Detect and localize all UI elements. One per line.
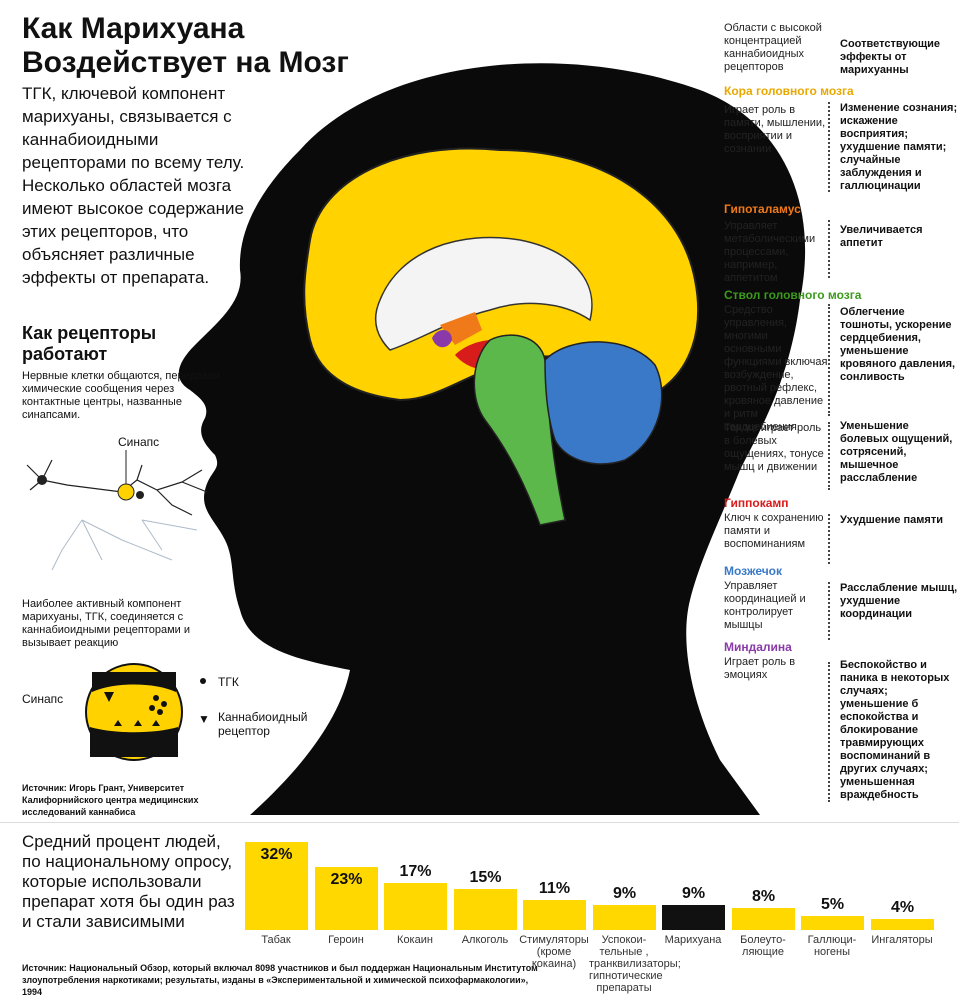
synapse-diagram xyxy=(85,663,183,761)
brain-inner-white xyxy=(374,236,593,351)
cerebellum xyxy=(544,341,663,465)
chart-value-label: 5% xyxy=(820,896,845,913)
chart-value-label: 8% xyxy=(751,888,776,905)
legend-receptor-label: Каннабиоидный рецептор xyxy=(218,710,308,738)
chart-value-label: 11% xyxy=(538,880,571,897)
chart-category-label: Героин xyxy=(328,934,364,946)
region-role: Играет роль в памяти, мышлении, восприят… xyxy=(724,104,826,155)
region-name: Ствол головного мозга xyxy=(724,288,862,302)
region-role: Средство управления, многими основными ф… xyxy=(724,304,828,433)
chart-category-label: Галлюци-ногены xyxy=(807,934,857,958)
chart-bar xyxy=(662,905,725,930)
col-left-header: Области с высокой концентрацией каннабио… xyxy=(724,22,822,73)
neuron-illustration xyxy=(26,450,208,571)
chart-bar xyxy=(732,908,795,930)
region-name: Гипоталамус xyxy=(724,202,801,216)
bottom-section: Средний процент людей, по национальному … xyxy=(0,822,959,997)
receptors-title: Как рецепторы работают xyxy=(22,323,157,364)
chart-bar xyxy=(523,900,586,930)
region-role: Играет роль в эмоциях xyxy=(724,656,796,681)
region-effect-2: Уменьшение болевых ощущений, сотрясений,… xyxy=(840,420,953,484)
bottom-text: Средний процент людей, по национальному … xyxy=(22,832,235,931)
region-role-2: Так же играет роль в болевых ощущениях, … xyxy=(724,422,824,473)
region-role: Управляет координацией и контролирует мы… xyxy=(724,580,806,631)
chart-category-label: Ингаляторы xyxy=(871,934,933,946)
chart-category-labels: Табак Героин Кокаин Алкоголь Стимуляторы (кро… xyxy=(245,934,959,994)
chart-category-label: Марихуана xyxy=(664,934,722,946)
region-effect: Расслабление мышц, ухудшение координации xyxy=(840,582,958,620)
dependence-bar-chart: 32% 23% 17% 15% 11% 9% 9% 8% 5% 4% xyxy=(245,822,945,930)
chart-bar xyxy=(871,919,934,930)
chart-category-label: Стимуляторы (кроме кокаина) xyxy=(519,934,589,970)
active-text: Наиболее активный компонент марихуаны, Т… xyxy=(22,598,190,649)
right-panel: Области с высокой концентрацией каннабио… xyxy=(724,22,959,812)
receptor-icon: ▼ xyxy=(198,712,210,726)
thc-dot-icon xyxy=(198,676,208,686)
synapse-label: Синапс xyxy=(118,435,160,449)
brainstem xyxy=(473,334,566,526)
chart-value-label: 32% xyxy=(260,846,293,863)
chart-category-label: Кокаин xyxy=(397,934,433,946)
chart-category-label: Успокои-тельные , транквилизаторы; гипноти… xyxy=(589,934,681,994)
chart-value-label: 15% xyxy=(469,869,502,886)
region-effect: Облегчение тошноты, ускорение сердцебиен… xyxy=(840,306,956,383)
chart-category-label: Болеуто-ляющие xyxy=(740,934,786,958)
intro-text: ТГК, ключевой компонент марихуаны, связы… xyxy=(22,84,245,287)
chart-bar xyxy=(801,916,864,930)
chart-value-label: 17% xyxy=(399,863,432,880)
chart-value-label: 9% xyxy=(612,885,637,902)
head-silhouette-illustration xyxy=(178,63,806,815)
region-name: Гиппокамп xyxy=(724,496,789,510)
region-name: Миндалина xyxy=(724,640,792,654)
neuron-body-icon xyxy=(37,475,47,485)
legend-thc-label: ТГК xyxy=(218,675,239,689)
chart-category-label: Табак xyxy=(261,934,291,946)
bottom-source: Источник: Национальный Обзор, который вк… xyxy=(22,963,538,997)
chart-value-label: 23% xyxy=(330,871,363,888)
source-top: Источник: Игорь Грант, Университет Калиф… xyxy=(22,783,199,817)
region-effect: Изменение сознания; искажение восприятия… xyxy=(840,102,958,192)
region-name: Кора головного мозга xyxy=(724,84,854,98)
region-role: Управляет метаболическими процессами, на… xyxy=(724,220,816,284)
chart-bar xyxy=(593,905,656,930)
region-name: Мозжечок xyxy=(724,564,783,578)
synapse-icon xyxy=(117,483,135,501)
page-title: Как Марихуана Воздействует на Мозг xyxy=(22,12,349,79)
region-effect: Беспокойство и паника в некоторых случая… xyxy=(840,659,950,801)
chart-bar xyxy=(245,842,308,930)
region-effect: Увеличивается аппетит xyxy=(840,224,923,249)
region-effect: Ухудшение памяти xyxy=(840,514,943,526)
chart-bar xyxy=(315,867,378,930)
chart-bar xyxy=(454,889,517,930)
region-role: Ключ к сохранению памяти и воспоминаниям xyxy=(724,512,824,550)
chart-bar xyxy=(384,883,447,930)
chart-value-label: 9% xyxy=(681,885,706,902)
amygdala xyxy=(432,329,452,348)
legend-synapse-label: Синапс xyxy=(22,692,64,706)
chart-value-label: 4% xyxy=(890,899,915,916)
chart-category-label: Алкоголь xyxy=(461,934,509,946)
col-right-header: Соответствующие эффекты от марихуанны xyxy=(840,38,940,76)
receptors-text: Нервные клетки общаются, передавая химич… xyxy=(22,370,220,421)
